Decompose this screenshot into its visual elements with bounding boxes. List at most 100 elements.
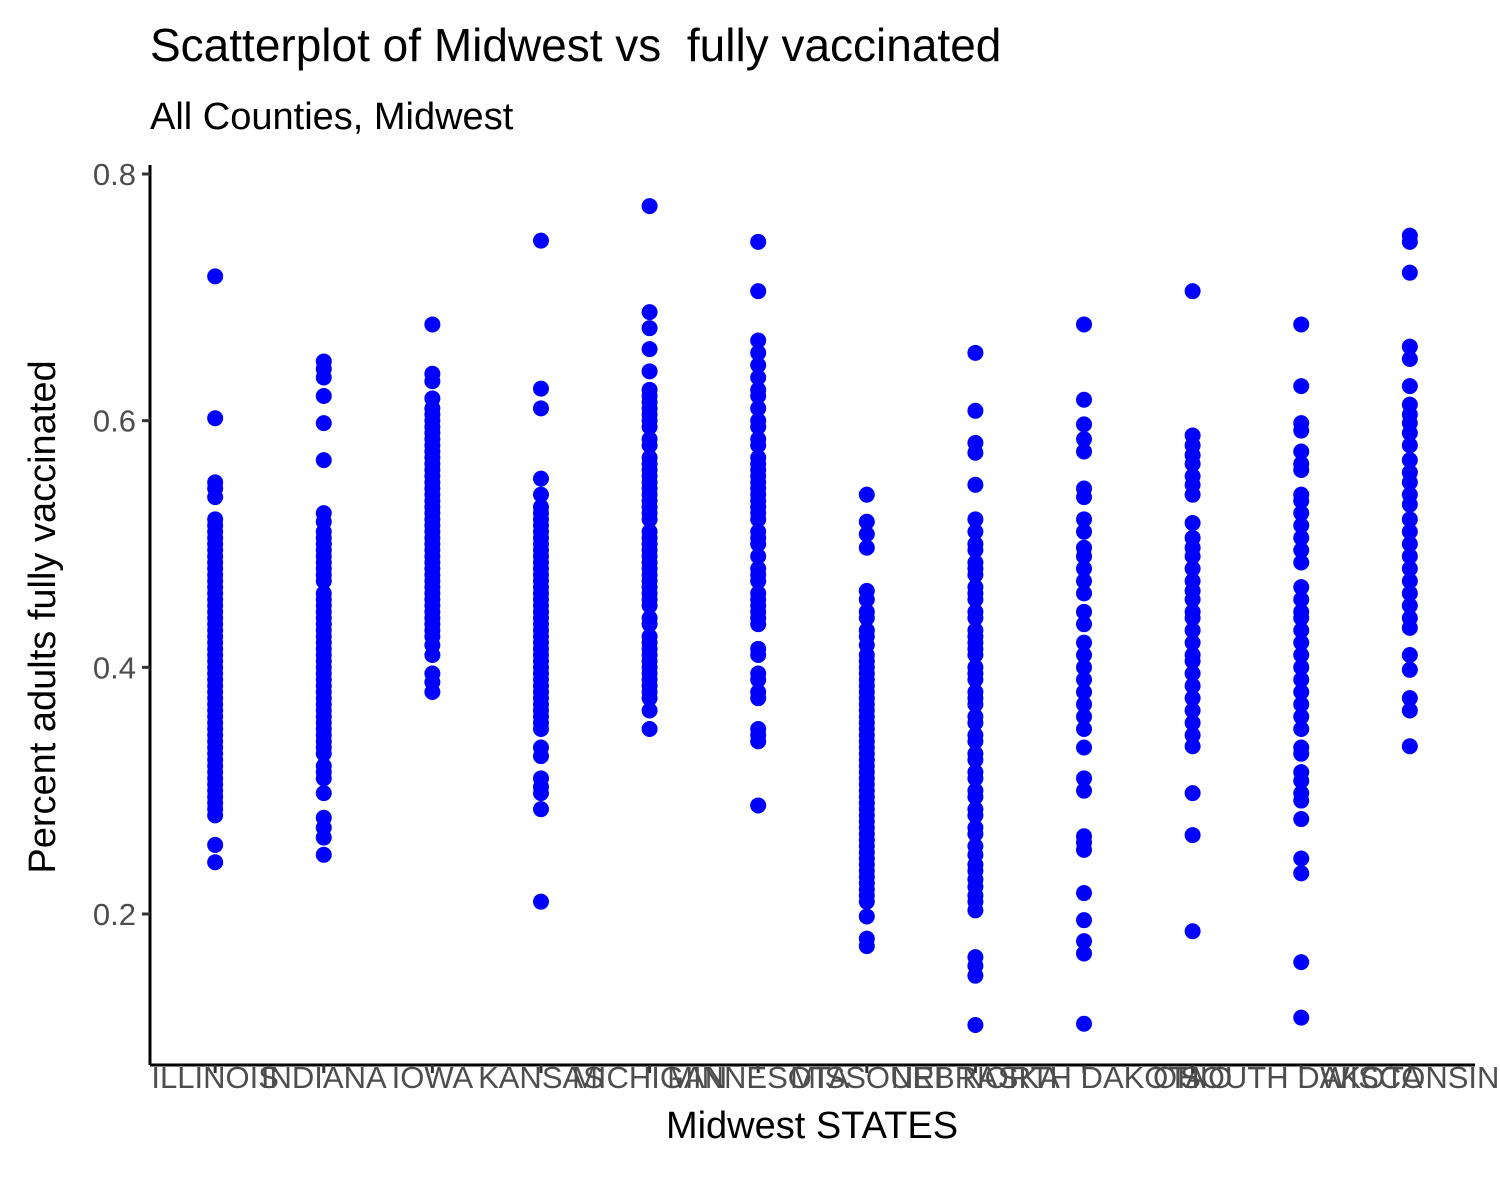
data-point — [1184, 591, 1201, 608]
data-point — [424, 684, 441, 700]
x-tick-label: MICHIGAN — [572, 1060, 727, 1095]
data-point — [1293, 634, 1310, 651]
data-point — [641, 363, 658, 380]
data-point — [532, 380, 549, 397]
data-point — [1184, 923, 1201, 940]
data-point — [1401, 378, 1418, 395]
data-point — [532, 232, 549, 249]
data-point — [1076, 603, 1093, 620]
x-tick-label: KANSAS — [478, 1060, 604, 1095]
data-point — [1184, 738, 1201, 755]
data-point — [1401, 233, 1418, 250]
data-point — [1076, 912, 1093, 929]
data-point — [1076, 548, 1093, 565]
data-point — [1293, 579, 1310, 596]
data-point — [1293, 865, 1310, 882]
data-point — [967, 542, 984, 559]
y-tick-label: 0.2 — [93, 897, 136, 932]
data-point — [1076, 560, 1093, 577]
data-point — [315, 829, 332, 846]
data-point — [1076, 647, 1093, 663]
data-point — [1184, 827, 1201, 844]
data-point — [1293, 492, 1310, 509]
data-point — [1076, 431, 1093, 448]
data-point — [750, 369, 767, 386]
data-point — [1293, 647, 1310, 663]
x-tick-label: NEBRASKA — [891, 1060, 1060, 1095]
data-point — [1076, 634, 1093, 651]
data-point — [1401, 338, 1418, 355]
data-point — [641, 690, 658, 707]
data-point — [750, 388, 767, 404]
data-point — [1184, 665, 1201, 682]
data-point — [1293, 696, 1310, 713]
data-point — [641, 418, 658, 435]
data-point — [207, 807, 224, 824]
data-point — [1293, 610, 1310, 626]
data-point — [1184, 455, 1201, 472]
data-point — [1076, 443, 1093, 460]
data-point — [207, 836, 224, 853]
data-point — [1076, 573, 1093, 589]
chart-subtitle: All Counties, Midwest — [150, 96, 514, 138]
data-point — [858, 526, 875, 543]
data-point — [1293, 772, 1310, 789]
data-point — [424, 316, 441, 333]
data-point — [1293, 316, 1310, 333]
data-point — [967, 714, 984, 731]
data-point — [1076, 671, 1093, 688]
data-point — [1184, 283, 1201, 300]
x-axis-title: Midwest STATES — [666, 1105, 958, 1147]
data-point — [315, 573, 332, 589]
data-point — [750, 437, 767, 454]
data-point — [1076, 616, 1093, 633]
data-point — [1401, 661, 1418, 678]
x-tick-label: SOUTH DAKOTA — [1180, 1060, 1423, 1095]
data-point — [1076, 696, 1093, 713]
data-point — [1184, 486, 1201, 503]
x-tick-label: ILLINOIS — [151, 1060, 279, 1095]
data-point — [641, 616, 658, 633]
data-point — [858, 513, 875, 530]
x-tick-label: OHIO — [1153, 1060, 1232, 1095]
data-point — [1076, 721, 1093, 737]
data-point — [967, 647, 984, 663]
data-point — [750, 671, 767, 688]
data-point — [967, 967, 984, 984]
data-point — [1184, 610, 1201, 626]
data-point — [858, 610, 875, 626]
data-point — [1401, 452, 1418, 469]
data-point — [1401, 690, 1418, 707]
data-point — [1293, 721, 1310, 737]
data-point — [1076, 933, 1093, 950]
data-point — [1076, 770, 1093, 787]
data-point — [641, 721, 658, 737]
data-point — [1293, 792, 1310, 809]
x-tick-label: IOWA — [392, 1060, 474, 1095]
data-point — [207, 410, 224, 427]
data-point — [750, 357, 767, 374]
data-point — [532, 400, 549, 417]
data-point — [315, 452, 332, 469]
data-point — [858, 893, 875, 910]
y-tick-label: 0.4 — [93, 650, 136, 685]
data-point — [1401, 351, 1418, 367]
data-point — [1293, 708, 1310, 725]
data-point — [1076, 659, 1093, 676]
data-point — [967, 671, 984, 688]
data-point — [1401, 474, 1418, 491]
data-point — [641, 702, 658, 719]
data-point — [1076, 739, 1093, 756]
data-point — [315, 770, 332, 787]
data-point — [1293, 850, 1310, 867]
data-point — [207, 854, 224, 871]
data-point — [967, 733, 984, 750]
data-point — [1293, 422, 1310, 439]
data-point — [750, 548, 767, 565]
data-point — [967, 902, 984, 919]
data-point — [641, 198, 658, 215]
data-point — [1401, 619, 1418, 636]
data-point — [967, 610, 984, 626]
data-point — [424, 647, 441, 663]
